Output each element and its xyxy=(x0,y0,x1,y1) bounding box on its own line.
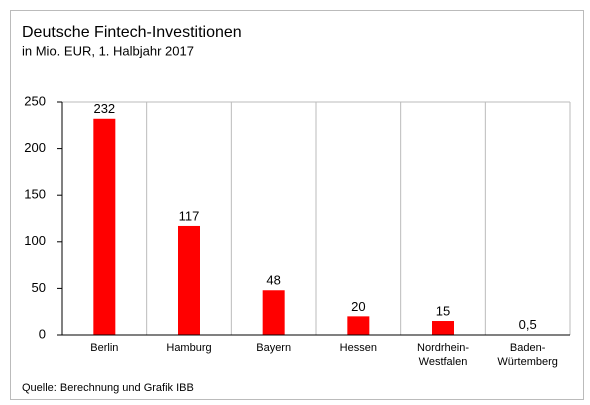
x-tick-label: Hamburg xyxy=(166,342,211,354)
x-tick-label: Berlin xyxy=(90,342,118,354)
value-label: 15 xyxy=(436,303,450,318)
x-tick-label: Bayern xyxy=(256,342,291,354)
value-label: 48 xyxy=(266,273,280,288)
y-tick-label: 200 xyxy=(24,140,46,155)
value-label: 232 xyxy=(93,101,115,116)
y-tick-label: 50 xyxy=(32,280,46,295)
bar xyxy=(347,316,370,335)
y-tick-label: 0 xyxy=(39,326,46,341)
chart-subtitle: in Mio. EUR, 1. Halbjahr 2017 xyxy=(22,43,194,58)
source: Quelle: Berechnung und Grafik IBB xyxy=(22,382,194,394)
bar xyxy=(178,225,200,335)
x-tick-label: Nordrhein- xyxy=(417,342,469,354)
value-label: 20 xyxy=(351,299,365,314)
value-label: 117 xyxy=(179,208,200,223)
value-label: 0,5 xyxy=(519,317,537,332)
bar xyxy=(262,290,285,335)
x-tick-label: Baden- xyxy=(510,342,546,354)
y-tick-label: 250 xyxy=(24,93,46,108)
x-tick-label: Westfalen xyxy=(419,356,468,368)
y-tick-label: 150 xyxy=(24,187,46,202)
bar xyxy=(93,118,116,335)
chart-title: Deutsche Fintech-Investitionen xyxy=(22,24,242,41)
x-tick-label: Hessen xyxy=(340,342,377,354)
x-tick-label: Würtemberg xyxy=(497,356,558,368)
y-tick-label: 100 xyxy=(24,233,46,248)
bar xyxy=(432,321,454,335)
